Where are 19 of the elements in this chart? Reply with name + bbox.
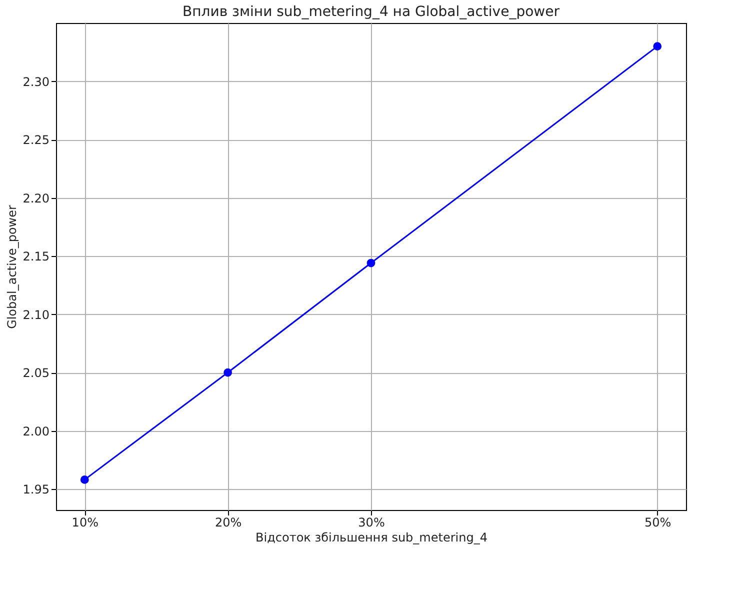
point [224,368,232,377]
x-tick-label: 10% [72,516,98,530]
x-tick-label: 20% [214,516,242,530]
x-tick-label: 50% [644,516,672,530]
chart-title: Вплив зміни sub_metering_4 на Global_active_power [182,4,560,20]
y-tick-label: 2.20 [22,191,50,206]
y-tick-label: 2.00 [22,424,50,438]
point [366,258,376,268]
y-tick-label: 1.95 [22,482,50,497]
x-axis-title: Відсоток збільшення sub_metering_4 [256,530,488,544]
point [653,42,662,50]
y-tick-label: 2.10 [22,308,50,322]
y-tick-label: 2.30 [22,74,50,89]
y-tick-label: 2.05 [22,366,50,380]
y-tick-label: 2.25 [22,133,50,148]
y-tick-label: 2.15 [22,250,50,264]
x-tick-label: 30% [358,516,385,530]
point [80,476,89,484]
y-axis-title: Global_active_power [4,205,19,329]
